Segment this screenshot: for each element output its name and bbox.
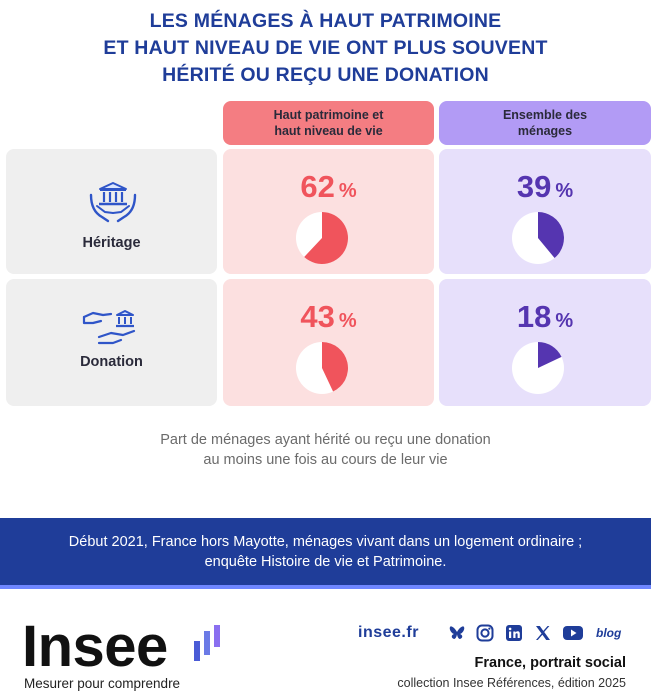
youtube-icon[interactable] [562, 624, 584, 642]
percent-label: 62% [223, 169, 434, 205]
linkedin-icon[interactable] [505, 624, 523, 642]
pie-chart [512, 342, 564, 394]
instagram-icon[interactable] [476, 624, 494, 642]
donation-high-wealth-cell: 43% [223, 279, 434, 406]
row-label-donation: Donation [6, 279, 217, 406]
percent-sign: % [555, 310, 574, 332]
hand-giving-bank-icon [82, 310, 136, 345]
site-link[interactable]: insee.fr [358, 624, 419, 641]
percent-sign: % [555, 180, 574, 202]
chart-note-line: au moins une fois au cours de leur vie [203, 452, 448, 468]
heritage-all-households-cell: 39% [439, 149, 651, 274]
bank-in-hands-icon [89, 182, 137, 223]
logo-bars-icon [194, 625, 220, 661]
row-label-heritage: Héritage [6, 149, 217, 274]
pie-slice-donation-high-wealth [322, 342, 349, 392]
row-label-text: Donation [80, 354, 143, 370]
chart-title-line: HÉRITÉ OU REÇU UNE DONATION [162, 64, 489, 86]
publication-title: France, portrait social [474, 655, 627, 671]
percent-sign: % [338, 180, 357, 202]
chart-title-line: ET HAUT NIVEAU DE VIE ONT PLUS SOUVENT [103, 37, 548, 59]
percent-value: 62 [300, 169, 335, 204]
percent-value: 18 [516, 299, 552, 334]
source-line: enquête Histoire de vie et Patrimoine. [204, 553, 447, 570]
source-banner: Début 2021, France hors Mayotte, ménages… [0, 518, 651, 585]
blog-link[interactable]: blog [596, 626, 622, 640]
pie-chart [296, 212, 349, 264]
percent-label: 39% [439, 169, 651, 205]
percent-sign: % [338, 310, 357, 332]
pie-slice-heritage-all-households [538, 212, 564, 259]
chart-note-line: Part de ménages ayant hérité ou reçu une… [160, 432, 491, 448]
row-label-text: Héritage [82, 235, 141, 251]
donation-all-households-cell: 18% [439, 279, 651, 406]
column-header-line: ménages [517, 124, 573, 138]
percent-value: 39 [516, 169, 552, 204]
logo-tagline: Mesurer pour comprendre [24, 676, 181, 691]
publication-collection: collection Insee Références, édition 202… [397, 676, 626, 690]
chart-title-line: LES MÉNAGES À HAUT PATRIMOINE [149, 10, 502, 32]
column-header-high-wealth: Haut patrimoine et haut niveau de vie [223, 101, 434, 145]
heritage-high-wealth-cell: 62% [223, 149, 434, 274]
insee-logo: Insee [22, 614, 168, 679]
pie-slice-heritage-high-wealth [304, 212, 349, 264]
divider [0, 585, 651, 589]
column-header-line: Haut patrimoine et [273, 108, 384, 122]
percent-value: 43 [300, 299, 335, 334]
source-line: Début 2021, France hors Mayotte, ménages… [68, 533, 583, 550]
column-header-line: haut niveau de vie [274, 124, 383, 138]
percent-label: 43% [223, 299, 434, 335]
percent-label: 18% [439, 299, 651, 335]
pie-slice-donation-all-households [538, 342, 562, 368]
x-icon[interactable] [534, 624, 552, 642]
pie-chart [512, 212, 564, 264]
bluesky-icon[interactable] [448, 624, 466, 642]
column-header-all-households: Ensemble des ménages [439, 101, 651, 145]
chart-title: LES MÉNAGES À HAUT PATRIMOINE ET HAUT NI… [0, 8, 651, 89]
column-header-line: Ensemble des [502, 108, 588, 122]
pie-chart [296, 342, 349, 394]
chart-note: Part de ménages ayant hérité ou reçu une… [0, 430, 651, 470]
